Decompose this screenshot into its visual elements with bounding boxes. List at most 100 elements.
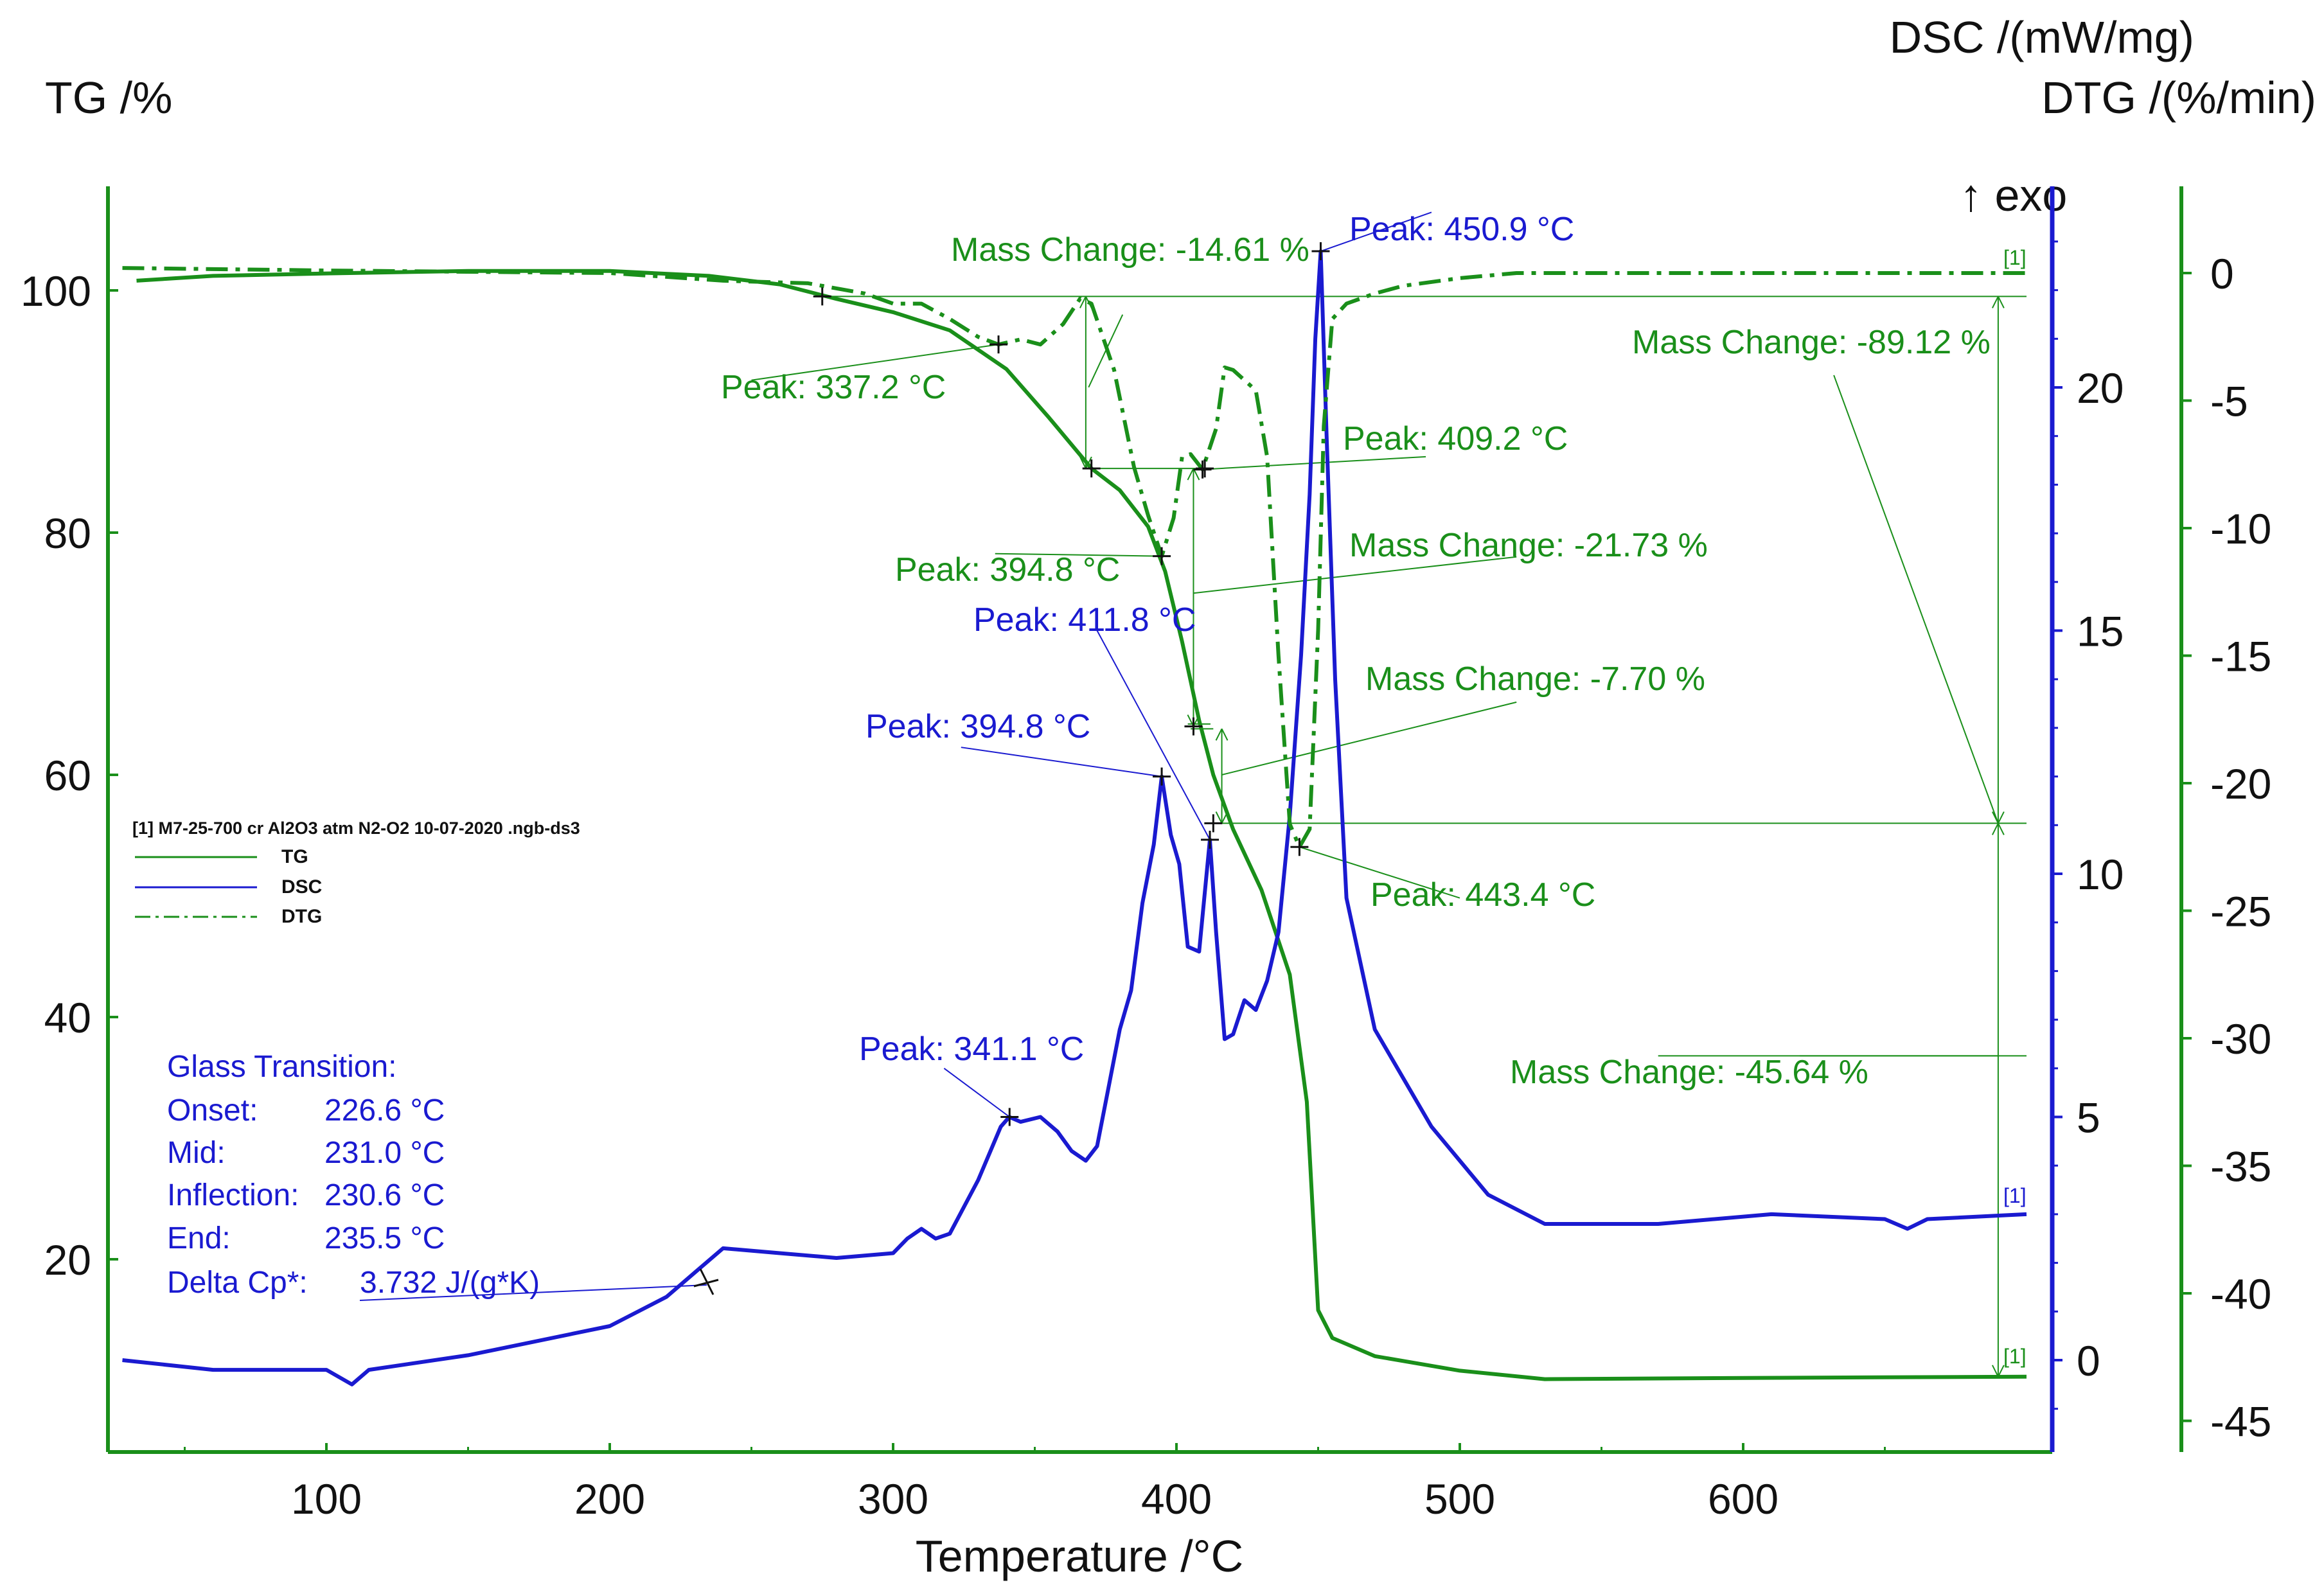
- x-tick-label: 600: [1708, 1475, 1778, 1523]
- gt-leader-line: [359, 1284, 707, 1301]
- dtg-curve-marker: [1]: [2003, 246, 2027, 269]
- peak-marker: [1153, 547, 1171, 565]
- peak-leader: [1202, 456, 1426, 470]
- dsc-tick-label: 20: [2077, 364, 2124, 412]
- dtg-tick-label: -40: [2210, 1270, 2271, 1318]
- dsc-tick-label: 10: [2077, 851, 2124, 898]
- legend-tg-label: TG: [281, 846, 308, 867]
- mass-change-label: Mass Change: -89.12 %: [1632, 324, 1991, 361]
- dtg-tick-label: -45: [2210, 1398, 2271, 1446]
- peak-leader: [1320, 211, 1432, 252]
- axis-ticks: 100 200 300 400 500 60020406080100051015200-5…: [21, 240, 2271, 1523]
- gt-end-value: 235.5 °C: [324, 1221, 445, 1255]
- mass-change-arrow: [1079, 296, 1087, 308]
- mass-change-label: Mass Change: -7.70 %: [1365, 660, 1705, 698]
- glass-transition-title: Glass Transition:: [167, 1050, 396, 1084]
- exo-indicator: ↑ exo: [1960, 170, 2067, 220]
- x-tick-label: 200: [574, 1475, 645, 1523]
- dtg-tick-label: 0: [2210, 250, 2234, 297]
- series-group: [1] [1] [1]: [122, 242, 2027, 1386]
- dtg-axis-title: DTG /(%/min): [2041, 73, 2316, 123]
- tg-tick-label: 40: [44, 994, 91, 1041]
- mass-change-arrow: [1215, 728, 1223, 741]
- peak-label: Peak: 341.1 °C: [859, 1031, 1084, 1068]
- dtg-curve: [122, 266, 2027, 849]
- gt-mid-value: 231.0 °C: [324, 1136, 445, 1170]
- gt-end-label: End:: [167, 1221, 231, 1255]
- gt-marker-cross: [693, 1268, 719, 1295]
- dtg-tick-label: -15: [2210, 633, 2271, 680]
- peak-label: Peak: 411.8 °C: [973, 601, 1196, 639]
- peak-label: Peak: 337.2 °C: [721, 369, 946, 406]
- annotation-lines: [751, 211, 2027, 1377]
- dsc-axis-title: DSC /(mW/mg): [1890, 12, 2194, 62]
- mass-change-leader: [1833, 375, 1999, 824]
- peak-marker: [1082, 459, 1101, 478]
- tg-tick-label: 20: [44, 1236, 91, 1284]
- dtg-tick-label: -35: [2210, 1143, 2271, 1191]
- peak-marker: [813, 287, 831, 306]
- peak-label: Peak: 394.8 °C: [865, 708, 1090, 745]
- dsc-curve: [122, 249, 2027, 1386]
- glass-transition-block: Glass Transition: Onset: 226.6 °C Mid: 2…: [167, 1050, 719, 1301]
- tg-curve-marker: [1]: [2003, 1345, 2027, 1368]
- x-axis-title: Temperature /°C: [916, 1531, 1243, 1581]
- peak-marker: [1290, 838, 1309, 856]
- mass-change-arrow: [1992, 296, 1999, 308]
- mass-change-label: Mass Change: -14.61 %: [951, 231, 1309, 269]
- mass-change-arrow: [1221, 728, 1229, 741]
- gt-delta-cp-value: 3.732 J/(g*K): [360, 1266, 540, 1300]
- tg-tick-label: 100: [21, 267, 91, 315]
- peak-leader: [1096, 630, 1211, 840]
- mass-change-arrow: [1998, 822, 2005, 835]
- mass-change-arrow: [1998, 1365, 2005, 1377]
- peak-marker: [989, 335, 1008, 354]
- annotation-labels: Mass Change: -14.61 % Mass Change: -21.73…: [721, 211, 1991, 1091]
- peak-leader: [943, 1067, 1010, 1118]
- dsc-curve-marker: [1]: [2003, 1184, 2027, 1207]
- dsc-tick-label: 5: [2077, 1094, 2100, 1142]
- peak-leader: [961, 747, 1162, 777]
- peak-marker: [1193, 460, 1212, 479]
- dtg-tick-label: -5: [2210, 378, 2248, 425]
- peak-marker: [1201, 831, 1220, 849]
- mass-change-label: Mass Change: -21.73 %: [1349, 527, 1708, 564]
- gt-onset-label: Onset:: [167, 1094, 258, 1128]
- peak-leader: [1299, 846, 1460, 899]
- tg-curve: [136, 269, 2027, 1381]
- mass-change-leader: [1221, 701, 1517, 775]
- peak-marker: [1204, 814, 1223, 833]
- x-tick-label: 400: [1141, 1475, 1212, 1523]
- peak-label: Peak: 409.2 °C: [1343, 420, 1568, 457]
- mass-change-leader: [1193, 556, 1517, 594]
- x-tick-label: 300: [858, 1475, 928, 1523]
- peak-marker: [1000, 1108, 1019, 1126]
- peak-marker: [1184, 717, 1203, 736]
- legend-title: [1] M7-25-700 cr Al2O3 atm N2-O2 10-07-2…: [132, 819, 580, 838]
- dsc-tick-label: 0: [2077, 1337, 2100, 1385]
- tg-tick-label: 60: [44, 752, 91, 799]
- peak-leader: [995, 553, 1162, 557]
- peak-label: Peak: 443.4 °C: [1370, 876, 1595, 914]
- peak-label: Peak: 450.9 °C: [1349, 211, 1574, 248]
- x-tick-label: 100: [291, 1475, 362, 1523]
- mass-change-arrow: [1215, 811, 1223, 824]
- peak-marker: [1153, 767, 1171, 786]
- tg-tick-label: 80: [44, 509, 91, 557]
- gt-inflection-value: 230.6 °C: [324, 1178, 445, 1212]
- legend: [1] M7-25-700 cr Al2O3 atm N2-O2 10-07-2…: [132, 819, 580, 927]
- mass-change-arrow: [1992, 1365, 1999, 1377]
- mass-change-arrow: [1187, 468, 1194, 481]
- gt-mid-label: Mid:: [167, 1136, 226, 1170]
- x-tick-label: 500: [1424, 1475, 1495, 1523]
- peak-leader: [751, 344, 999, 381]
- gt-onset-value: 226.6 °C: [324, 1094, 445, 1128]
- dtg-tick-label: -20: [2210, 760, 2271, 808]
- dtg-tick-label: -10: [2210, 505, 2271, 553]
- mass-change-label: Mass Change: -45.64 %: [1510, 1054, 1868, 1091]
- legend-dsc-label: DSC: [281, 876, 322, 898]
- peak-marker: [1196, 459, 1214, 478]
- mass-change-arrow: [1998, 296, 2005, 308]
